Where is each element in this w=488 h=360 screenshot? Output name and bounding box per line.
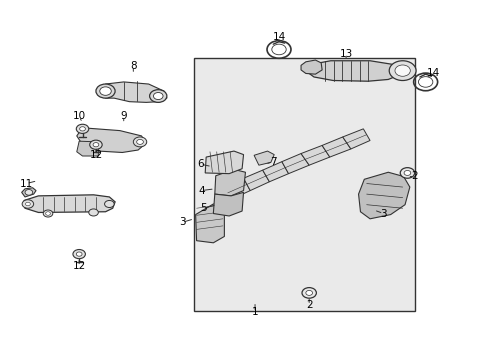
Polygon shape [21, 188, 36, 197]
Circle shape [399, 168, 414, 178]
Polygon shape [307, 61, 398, 81]
Polygon shape [254, 151, 274, 165]
Circle shape [153, 93, 163, 100]
Polygon shape [262, 162, 288, 182]
Circle shape [25, 189, 33, 195]
Text: 12: 12 [72, 261, 85, 271]
Polygon shape [358, 172, 409, 219]
Polygon shape [214, 170, 245, 196]
Circle shape [388, 61, 415, 81]
Polygon shape [77, 141, 98, 156]
Text: 7: 7 [269, 157, 276, 167]
Text: 8: 8 [130, 62, 136, 71]
Circle shape [22, 200, 34, 208]
Text: 14: 14 [272, 32, 285, 42]
Circle shape [76, 124, 89, 134]
Circle shape [302, 288, 316, 298]
Text: 11: 11 [20, 179, 33, 189]
Text: 2: 2 [305, 300, 312, 310]
Circle shape [100, 87, 111, 95]
Circle shape [89, 140, 102, 149]
Text: 5: 5 [200, 203, 206, 213]
Polygon shape [24, 195, 115, 212]
Text: 3: 3 [179, 217, 185, 227]
Circle shape [80, 127, 85, 131]
Polygon shape [322, 137, 350, 157]
Circle shape [93, 143, 99, 147]
Polygon shape [105, 82, 166, 102]
Text: 6: 6 [197, 159, 203, 169]
Circle shape [89, 209, 98, 216]
Circle shape [394, 65, 409, 76]
Circle shape [96, 84, 115, 98]
Polygon shape [342, 129, 369, 149]
Polygon shape [205, 151, 243, 174]
Text: 3: 3 [379, 208, 386, 219]
Circle shape [403, 171, 410, 175]
Polygon shape [224, 178, 250, 199]
Polygon shape [281, 153, 308, 174]
Circle shape [25, 202, 30, 206]
Polygon shape [194, 58, 414, 311]
Polygon shape [77, 128, 146, 153]
Circle shape [133, 137, 146, 147]
Circle shape [45, 212, 50, 215]
Polygon shape [243, 170, 269, 190]
Circle shape [43, 210, 53, 217]
Circle shape [73, 249, 85, 259]
Polygon shape [301, 60, 322, 74]
Circle shape [136, 139, 143, 144]
Polygon shape [213, 192, 243, 216]
Text: 2: 2 [410, 171, 417, 181]
Text: 1: 1 [251, 307, 258, 317]
Polygon shape [301, 145, 329, 165]
Circle shape [104, 201, 114, 207]
Polygon shape [195, 204, 224, 243]
Text: 10: 10 [72, 112, 85, 121]
Text: 12: 12 [89, 150, 102, 160]
Text: 9: 9 [120, 112, 127, 121]
Text: 4: 4 [198, 186, 204, 195]
Circle shape [149, 90, 166, 102]
Circle shape [305, 291, 312, 295]
Text: 13: 13 [339, 49, 352, 59]
Circle shape [76, 252, 82, 256]
Text: 14: 14 [427, 68, 440, 78]
